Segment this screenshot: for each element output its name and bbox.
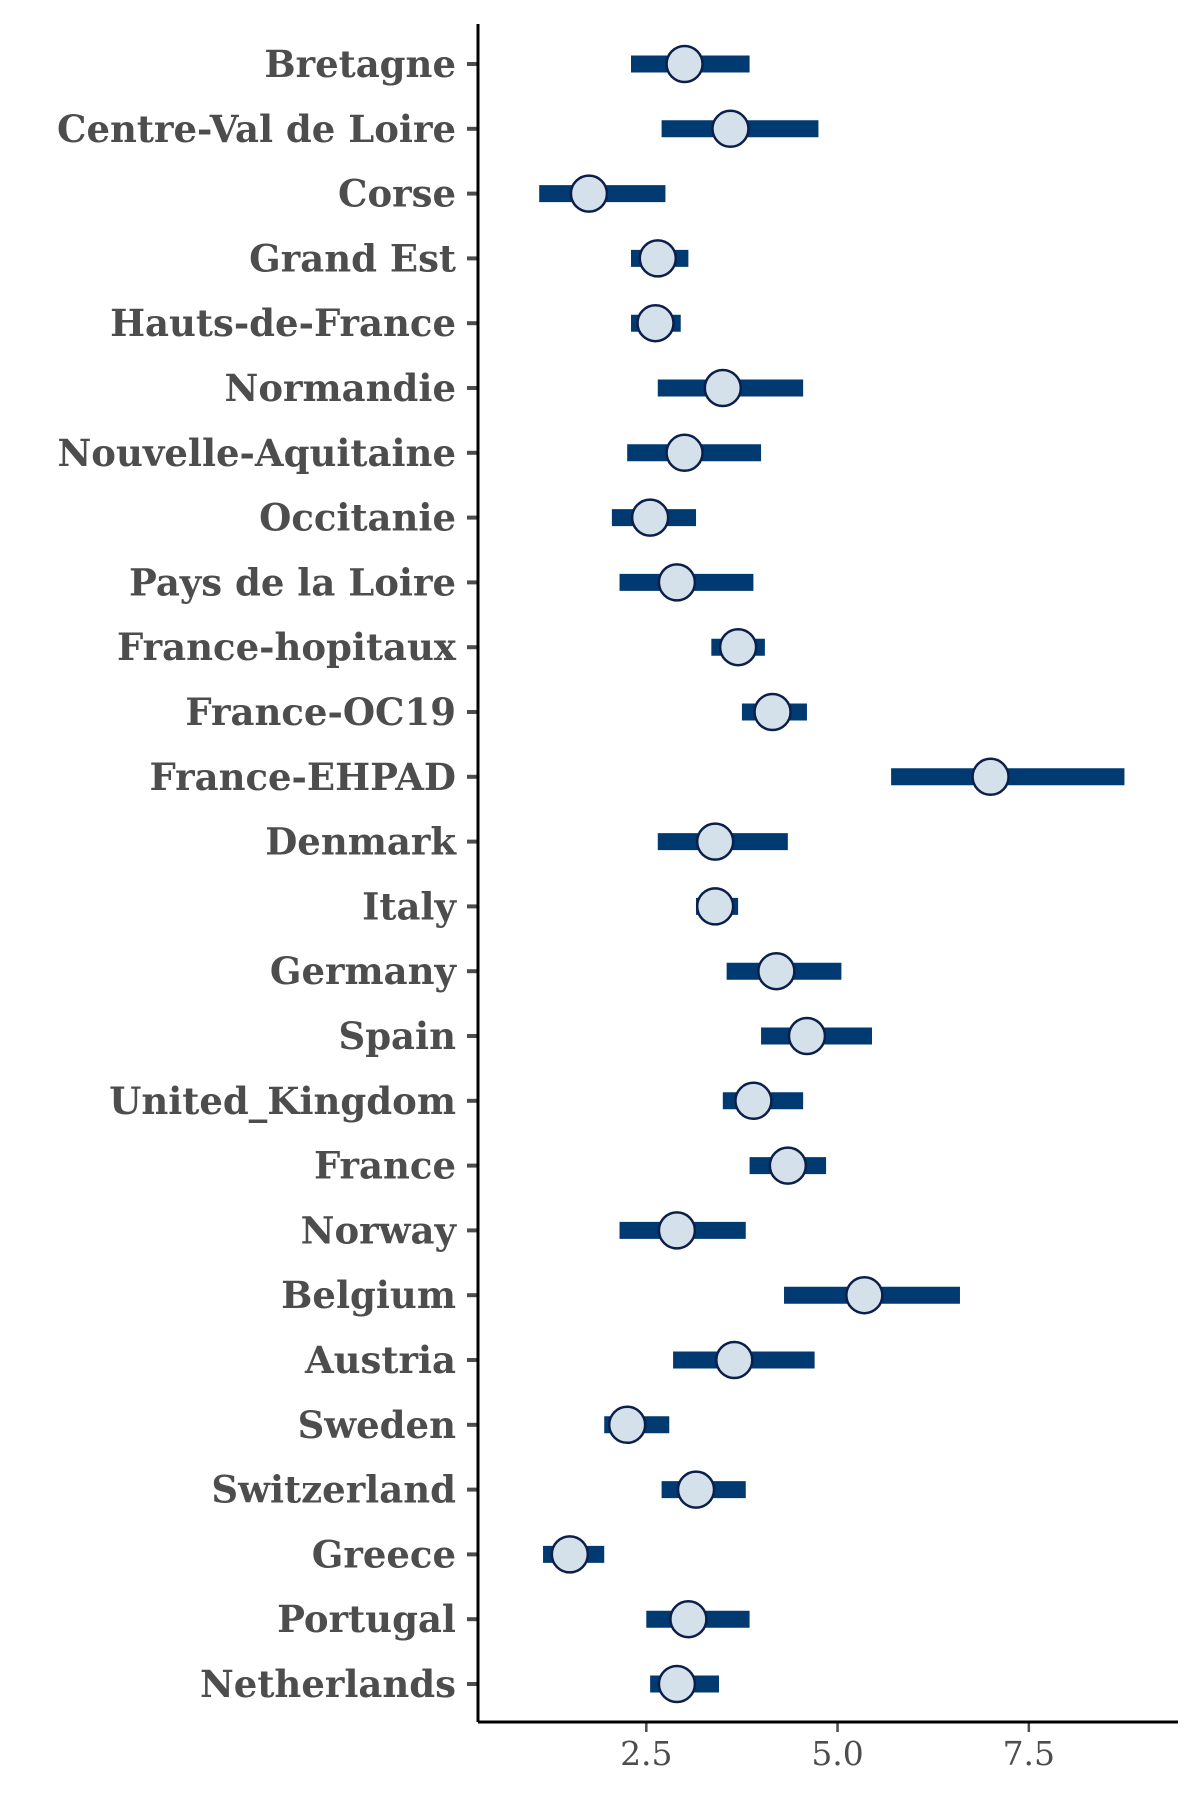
estimate-point xyxy=(665,44,704,84)
estimate-point xyxy=(676,1470,716,1509)
estimate-point xyxy=(715,1340,754,1380)
category-label: Occitanie xyxy=(259,496,456,540)
estimate-point xyxy=(630,498,670,537)
category-label: Greece xyxy=(312,1532,456,1576)
estimate-point xyxy=(695,822,735,861)
estimate-point xyxy=(657,1664,697,1704)
estimate-point xyxy=(971,757,1010,797)
estimate-point xyxy=(665,433,704,473)
category-label: Sweden xyxy=(298,1403,457,1447)
category-label: Denmark xyxy=(265,820,457,864)
x-tick-label: 5.0 xyxy=(811,1734,863,1773)
x-tick-label: 7.5 xyxy=(1003,1734,1055,1773)
category-label: Norway xyxy=(301,1208,458,1252)
category-label: Normandie xyxy=(225,366,457,410)
category-label: United_Kingdom xyxy=(109,1079,456,1123)
category-label: Hauts-de-France xyxy=(110,301,456,345)
category-label: Switzerland xyxy=(211,1468,456,1512)
estimate-point xyxy=(636,303,675,343)
estimate-point xyxy=(695,887,735,926)
category-label: Bretagne xyxy=(264,42,456,86)
estimate-point xyxy=(550,1535,590,1574)
estimate-point xyxy=(657,1211,697,1250)
category-label: Germany xyxy=(270,949,458,993)
estimate-point xyxy=(607,1405,647,1445)
estimate-point xyxy=(638,239,678,278)
estimate-point xyxy=(845,1275,884,1315)
estimate-point xyxy=(757,951,796,991)
category-label: Centre-Val de Loire xyxy=(57,107,456,151)
y-axis-labels: Bretagne Centre-Val de Loire Corse Grand Es… xyxy=(57,42,457,1706)
category-label: Corse xyxy=(338,172,456,216)
x-tick-label: 2.5 xyxy=(620,1734,672,1773)
category-label: Netherlands xyxy=(200,1662,456,1706)
estimate-point xyxy=(711,109,750,149)
category-label: France-hopitaux xyxy=(117,625,457,669)
estimate-point xyxy=(569,174,609,213)
estimate-point xyxy=(703,368,743,408)
category-label: Italy xyxy=(362,884,457,928)
category-label: Spain xyxy=(338,1014,456,1058)
y-axis-ticks xyxy=(467,62,478,1686)
category-label: Grand Est xyxy=(249,236,456,280)
category-label: Belgium xyxy=(281,1273,456,1317)
category-label: Austria xyxy=(304,1338,456,1382)
estimate-point xyxy=(753,692,792,732)
category-label: Nouvelle-Aquitaine xyxy=(57,431,456,475)
estimate-point xyxy=(768,1146,808,1185)
category-label: Pays de la Loire xyxy=(129,560,456,604)
category-label: France-OC19 xyxy=(185,690,456,734)
category-label: France xyxy=(314,1144,456,1188)
estimate-point xyxy=(787,1016,827,1056)
estimate-point xyxy=(718,627,758,667)
estimate-point xyxy=(669,1599,708,1639)
estimate-point xyxy=(734,1081,773,1121)
category-label: France-EHPAD xyxy=(150,755,457,799)
category-label: Portugal xyxy=(277,1597,456,1641)
x-axis-ticks: 2.5 5.0 7.5 xyxy=(620,1722,1055,1773)
estimate-point xyxy=(657,563,697,602)
estimate-points xyxy=(550,44,1010,1704)
